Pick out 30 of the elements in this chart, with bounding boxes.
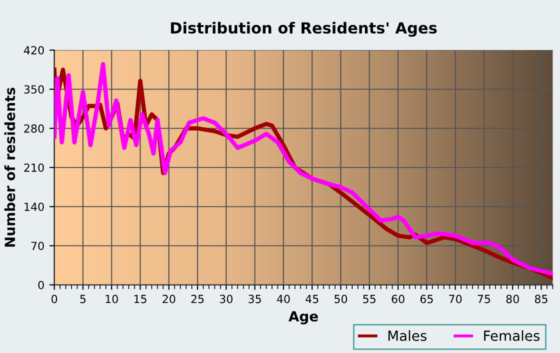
x-tick-label: 50	[334, 294, 348, 304]
x-tick-label: 55	[363, 294, 376, 304]
x-tick-label: 0	[52, 294, 58, 304]
y-tick-label: 280	[24, 124, 44, 133]
legend-label: Males	[388, 330, 427, 341]
x-tick-label: 5	[80, 294, 86, 304]
y-tick-label: 0	[38, 280, 44, 290]
x-tick-label: 70	[449, 294, 462, 304]
legend-label: Females	[484, 330, 540, 341]
x-tick-label: 10	[106, 294, 118, 304]
x-tick-label: 25	[191, 294, 204, 304]
x-tick-label: 75	[478, 294, 490, 304]
x-tick-label: 40	[276, 294, 290, 304]
y-tick-label: 210	[24, 163, 44, 172]
x-tick-label: 30	[220, 294, 233, 304]
x-tick-label: 65	[420, 294, 433, 304]
x-tick-label: 85	[534, 294, 548, 304]
y-tick-label: 420	[24, 46, 44, 55]
x-tick-label: 35	[248, 294, 261, 304]
y-tick-label: 140	[24, 202, 44, 211]
chart-title: Distribution of Residents' Ages	[171, 22, 437, 37]
x-tick-label: 20	[162, 294, 176, 304]
x-tick-label: 45	[306, 294, 318, 304]
x-tick-label: 60	[392, 294, 404, 304]
x-axis-title: Age	[288, 311, 318, 324]
x-tick-label: 15	[134, 294, 146, 304]
y-tick-label: 350	[24, 85, 44, 94]
y-axis-title: Number of residents	[4, 88, 16, 247]
y-tick-label: 70	[31, 242, 44, 250]
x-tick-label: 80	[506, 294, 519, 304]
